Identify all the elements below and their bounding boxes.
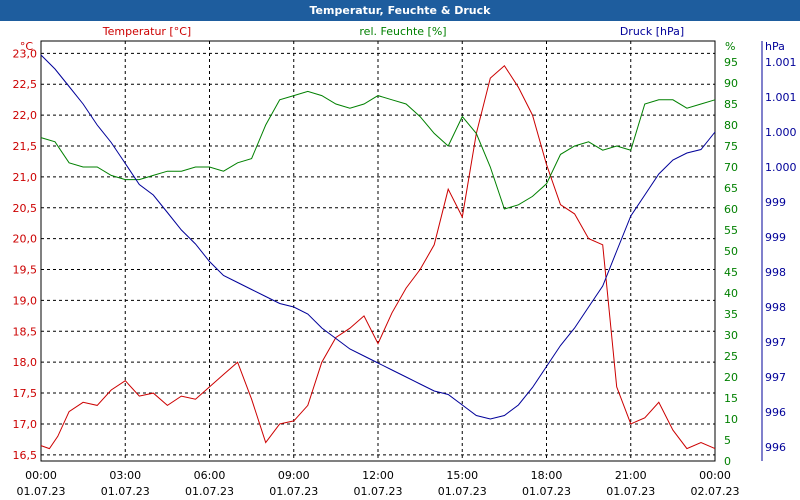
pressure-tick: 999	[765, 231, 786, 244]
x-tick-time: 15:00	[446, 469, 478, 482]
x-tick-date: 01.07.23	[354, 485, 403, 498]
temperature-unit: °C	[20, 40, 34, 53]
x-tick-date: 01.07.23	[438, 485, 487, 498]
x-tick-date: 02.07.23	[691, 485, 740, 498]
humidity-tick: 65	[724, 182, 738, 195]
humidity-tick: 15	[724, 392, 738, 405]
pressure-tick: 996	[765, 406, 786, 419]
temperature-tick: 19,5	[13, 264, 38, 277]
temperature-tick: 22,5	[13, 78, 38, 91]
temperature-tick: 20,5	[13, 202, 38, 215]
humidity-line	[40, 90, 716, 210]
humidity-tick: 85	[724, 98, 738, 111]
humidity-tick: 75	[724, 140, 738, 153]
temperature-tick: 18,0	[13, 356, 38, 369]
x-tick-date: 01.07.23	[17, 485, 66, 498]
pressure-tick: 1.000	[765, 126, 797, 139]
temperature-tick: 21,5	[13, 140, 38, 153]
x-tick-time: 03:00	[109, 469, 141, 482]
humidity-tick: 60	[724, 203, 738, 216]
temperature-tick: 18,5	[13, 325, 38, 338]
x-tick-time: 09:00	[278, 469, 310, 482]
x-tick-time: 00:00	[699, 469, 731, 482]
humidity-tick: 45	[724, 266, 738, 279]
pressure-unit: hPa	[765, 40, 785, 53]
humidity-tick: 55	[724, 224, 738, 237]
temperature-line	[40, 64, 716, 450]
pressure-tick: 1.001	[765, 91, 797, 104]
humidity-tick: 40	[724, 287, 738, 300]
pressure-tick: 998	[765, 266, 786, 279]
x-tick-date: 01.07.23	[606, 485, 655, 498]
humidity-unit: %	[725, 40, 735, 53]
temperature-tick: 17,5	[13, 387, 38, 400]
humidity-tick: 0	[724, 455, 731, 468]
x-tick-date: 01.07.23	[101, 485, 150, 498]
humidity-tick: 95	[724, 56, 738, 69]
x-tick-date: 01.07.23	[522, 485, 571, 498]
humidity-axis-label: rel. Feuchte [%]	[359, 25, 446, 38]
temperature-tick: 23,0	[13, 47, 38, 60]
pressure-tick: 1.001	[765, 56, 797, 69]
pressure-tick: 997	[765, 371, 786, 384]
humidity-tick: 30	[724, 329, 738, 342]
humidity-tick: 25	[724, 350, 738, 363]
temperature-tick: 16,5	[13, 449, 38, 462]
pressure-tick: 998	[765, 301, 786, 314]
temperature-tick: 21,0	[13, 171, 38, 184]
temperature-tick: 17,0	[13, 418, 38, 431]
x-tick-date: 01.07.23	[185, 485, 234, 498]
humidity-tick: 90	[724, 77, 738, 90]
pressure-axis-label: Druck [hPa]	[620, 25, 684, 38]
x-tick-time: 00:00	[25, 469, 57, 482]
x-tick-time: 12:00	[362, 469, 394, 482]
humidity-tick: 50	[724, 245, 738, 258]
humidity-tick: 5	[724, 434, 731, 447]
chart-area: 00:00 01.07.23 03:00 01.07.23 06:00 01.07.23 0…	[13, 25, 797, 498]
x-tick-time: 18:00	[531, 469, 563, 482]
temperature-axis-label: Temperatur [°C]	[102, 25, 191, 38]
humidity-tick: 20	[724, 371, 738, 384]
temperature-tick: 22,0	[13, 109, 38, 122]
pressure-tick: 996	[765, 441, 786, 454]
pressure-tick: 999	[765, 196, 786, 209]
x-tick-time: 06:00	[194, 469, 226, 482]
pressure-tick: 1.000	[765, 161, 797, 174]
humidity-tick: 10	[724, 413, 738, 426]
humidity-tick: 35	[724, 308, 738, 321]
temperature-tick: 20,0	[13, 233, 38, 246]
humidity-tick: 80	[724, 119, 738, 132]
humidity-tick: 70	[724, 161, 738, 174]
pressure-tick: 997	[765, 336, 786, 349]
chart-title: Temperatur, Feuchte & Druck	[0, 0, 800, 21]
x-tick-time: 21:00	[615, 469, 647, 482]
temperature-tick: 19,0	[13, 294, 38, 307]
pressure-line	[40, 54, 716, 420]
x-tick-date: 01.07.23	[269, 485, 318, 498]
